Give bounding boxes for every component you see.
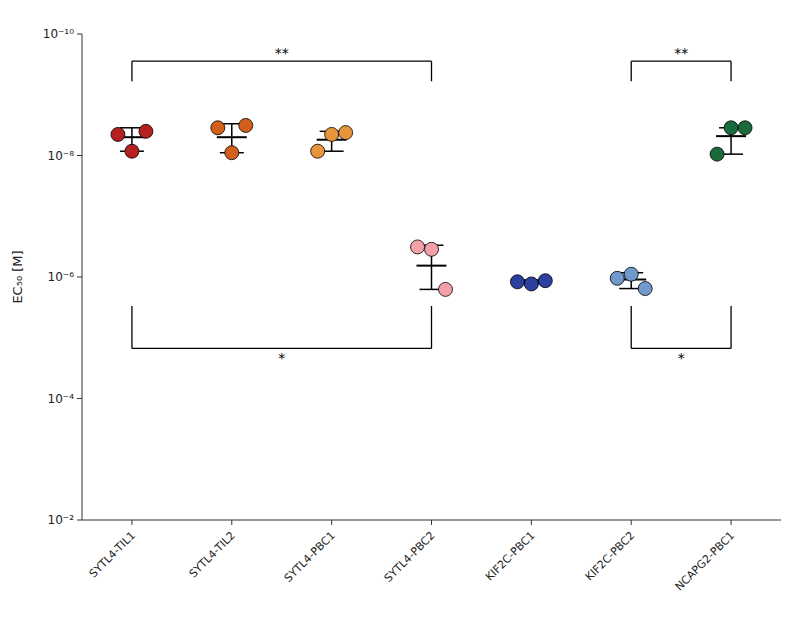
chart: 10⁻¹⁰ 10⁻⁸ 10⁻⁶ 10⁻⁴ 10⁻² SYTL4-TIL1 SYTL4-TIL…: [0, 0, 801, 632]
y-tick: [77, 34, 82, 35]
x-tick: [531, 520, 532, 525]
bracket-bar: [132, 348, 432, 349]
bracket-leg: [431, 306, 432, 348]
y-tick: [77, 277, 82, 278]
bracket-leg: [431, 61, 432, 81]
significance-label: *: [678, 350, 685, 366]
dot: [339, 126, 353, 140]
dot: [325, 127, 339, 141]
dot: [239, 118, 253, 132]
dot: [510, 275, 524, 289]
dot: [638, 282, 652, 296]
mean-line: [716, 135, 746, 137]
x-tick: [631, 520, 632, 525]
y-tick: [77, 520, 82, 521]
y-axis-label: EC₅₀ [M]: [10, 250, 25, 303]
dot: [738, 121, 752, 135]
y-tick: [77, 155, 82, 156]
x-tick-label: SYTL4-PBC1: [282, 529, 338, 585]
x-tick-label: KIF2C-PBC2: [583, 529, 638, 584]
mean-line: [217, 136, 247, 138]
x-tick: [731, 520, 732, 525]
dot: [724, 121, 738, 135]
dot: [610, 271, 624, 285]
dot: [125, 144, 139, 158]
significance-label: **: [275, 45, 289, 61]
bracket-leg: [730, 61, 731, 81]
dot: [111, 127, 125, 141]
y-tick-label: 10⁻²: [48, 513, 75, 527]
dot: [139, 124, 153, 138]
bracket-leg: [631, 306, 632, 348]
dot: [225, 146, 239, 160]
x-tick: [331, 520, 332, 525]
dot: [710, 147, 724, 161]
dot: [524, 277, 538, 291]
dot: [211, 121, 225, 135]
x-tick: [431, 520, 432, 525]
dot: [624, 267, 638, 281]
bracket-leg: [131, 61, 132, 81]
x-tick-label: SYTL4-TIL1: [87, 529, 138, 580]
x-tick-label: KIF2C-PBC1: [483, 529, 538, 584]
dot: [311, 144, 325, 158]
mean-line: [417, 265, 447, 267]
bracket-leg: [131, 306, 132, 348]
y-tick-label: 10⁻⁶: [48, 270, 75, 284]
dot: [438, 282, 452, 296]
x-tick: [231, 520, 232, 525]
x-tick-label: NCAPG2-PBC1: [673, 529, 738, 594]
bracket-leg: [631, 61, 632, 81]
dot: [425, 242, 439, 256]
plot-area: [111, 118, 752, 296]
x-tick-label: SYTL4-TIL2: [187, 529, 238, 580]
x-tick: [131, 520, 132, 525]
dot: [411, 240, 425, 254]
significance-label: **: [674, 45, 688, 61]
dot: [538, 274, 552, 288]
y-tick-label: 10⁻⁸: [48, 149, 75, 163]
x-tick-label: SYTL4-PBC2: [382, 529, 438, 585]
bracket-bar: [631, 348, 731, 349]
y-tick-label: 10⁻⁴: [48, 392, 75, 406]
y-tick-label: 10⁻¹⁰: [43, 27, 74, 41]
bracket-leg: [730, 306, 731, 348]
y-tick: [77, 398, 82, 399]
significance-label: *: [278, 350, 285, 366]
